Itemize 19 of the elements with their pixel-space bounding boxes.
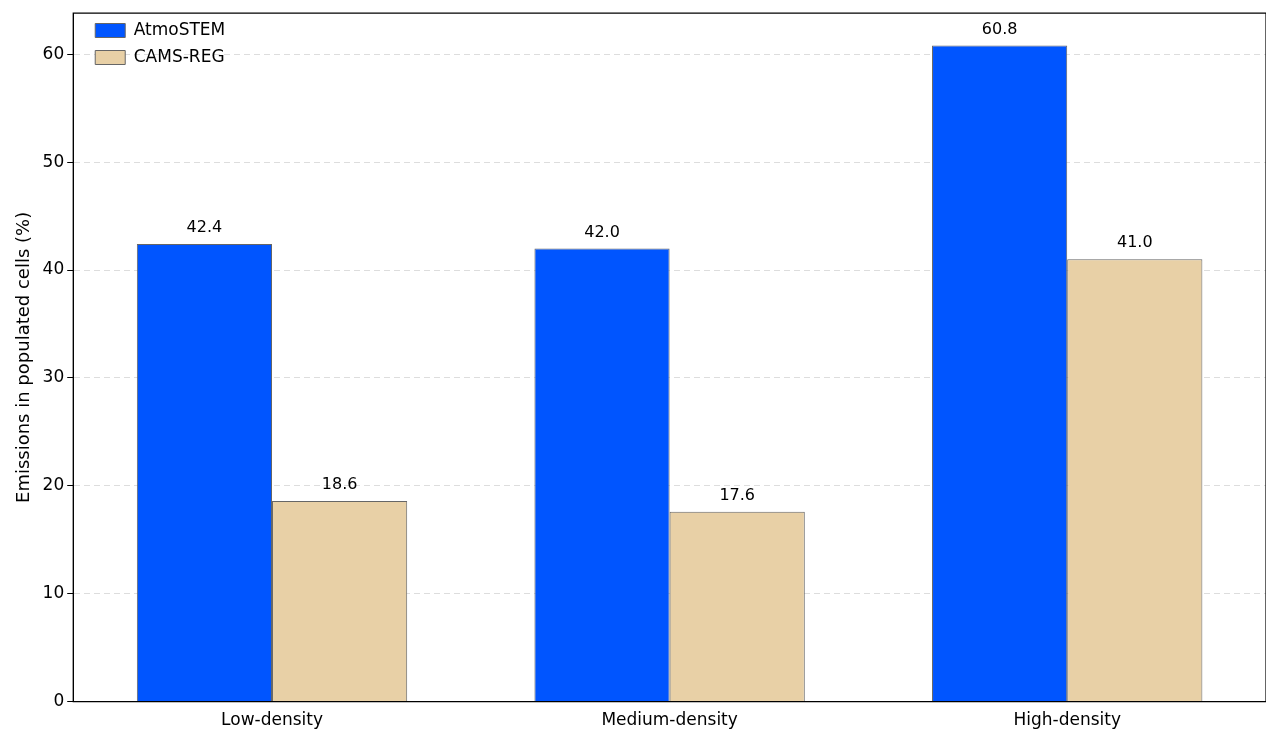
y-axis-title: Emissions in populated cells (%) [12,211,34,503]
y-tick-label: 0 [53,690,65,711]
y-tick-label: 10 [42,582,65,603]
y-tick-label: 50 [42,150,65,171]
y-tick-label: 30 [42,366,65,387]
data-label: 18.6 [321,474,358,494]
x-tick-label: High-density [1013,709,1121,730]
legend-label: CAMS-REG [133,45,225,66]
x-tick-label: Medium-density [601,709,738,730]
data-label: 42.0 [584,221,620,241]
data-label: 60.8 [981,18,1018,38]
x-tick-label: Low-density [221,709,323,730]
y-tick-label: 20 [42,474,65,495]
y-tick-label: 60 [42,42,65,63]
y-tick-label: 40 [42,258,65,279]
data-label: 41.0 [1116,232,1153,252]
legend-label: AtmoSTEM [133,18,226,39]
data-label: 42.4 [186,217,223,237]
data-label: 17.6 [719,484,756,504]
